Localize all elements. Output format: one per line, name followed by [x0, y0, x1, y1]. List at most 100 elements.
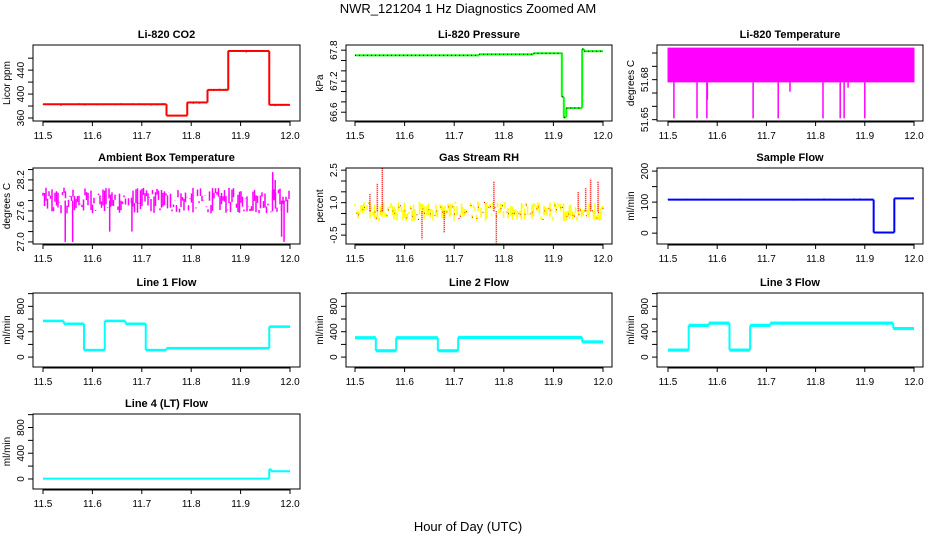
data-segment [355, 336, 376, 340]
data-segment [584, 50, 603, 53]
x-tick-label: 11.5 [34, 499, 53, 510]
data-point [545, 52, 547, 54]
data-point [563, 116, 565, 118]
data-point [596, 50, 598, 52]
data-point [514, 212, 515, 214]
panel-title: Gas Stream RH [439, 152, 519, 164]
y-tick-label: 27.6 [16, 201, 27, 221]
data-point [410, 207, 412, 209]
x-tick-label: 12.0 [904, 131, 924, 142]
panel-gas-stream-rh: Gas Stream RH percent 11.5 11.6 11.7 11.8 11.9… [315, 152, 613, 265]
x-tick-label: 12.0 [904, 377, 924, 388]
data-segment [750, 323, 771, 327]
x-tick-label: 11.7 [757, 377, 776, 388]
panel-line-4-lt-flow: Line 4 (LT) Flow ml/min 11.5 11.6 11.7 11.8 11… [2, 398, 301, 510]
x-tick-label: 11.8 [182, 377, 201, 388]
data-point [572, 214, 574, 216]
plot-area [668, 321, 914, 352]
data-point [362, 209, 364, 211]
data-point [586, 215, 587, 217]
x-tick-label: 11.9 [231, 254, 250, 265]
x-tick-label: 11.6 [83, 131, 102, 142]
x-tick-label: 11.5 [346, 254, 365, 265]
data-segment [166, 114, 188, 117]
data-point [430, 213, 431, 215]
data-segment [43, 477, 270, 480]
data-point [406, 217, 407, 219]
data-point [506, 211, 508, 213]
data-point [458, 217, 460, 219]
x-tick-label: 11.9 [231, 131, 250, 142]
data-point [416, 214, 418, 216]
data-point [519, 53, 520, 55]
data-point [368, 202, 370, 204]
data-segment [43, 319, 64, 323]
y-tick-label: 51.65 [640, 107, 651, 132]
data-point [379, 54, 380, 56]
data-segment [104, 319, 126, 323]
data-point [436, 210, 437, 212]
data-point [395, 54, 396, 56]
data-point [502, 205, 503, 207]
data-point [355, 54, 356, 56]
data-segment [894, 197, 914, 200]
data-segment [271, 470, 290, 473]
data-point [549, 52, 551, 54]
data-point [494, 207, 496, 209]
data-point [515, 53, 516, 55]
data-segment [228, 49, 270, 52]
data-point [566, 215, 568, 217]
data-point [582, 48, 584, 50]
x-tick-label: 11.7 [757, 254, 776, 265]
data-point [404, 210, 406, 212]
panel-ambient-box-temperature: Ambient Box Temperature degrees C 11.5 11.6… [2, 152, 301, 265]
data-point [561, 96, 563, 98]
y-tick-label: 67.8 [329, 40, 340, 60]
y-tick-label: 0 [16, 354, 27, 360]
data-point [423, 54, 424, 56]
data-point [598, 211, 599, 213]
data-point [424, 212, 425, 214]
data-point [431, 54, 432, 56]
x-tick-label: 11.9 [231, 377, 250, 388]
data-segment [269, 103, 290, 106]
data-point [532, 211, 533, 213]
panel-line-2-flow: Line 2 Flow ml/min 11.5 11.6 11.7 11.8 11.9 12.… [315, 277, 613, 388]
panel-title: Sample Flow [756, 152, 824, 164]
plot-area [667, 197, 914, 234]
x-tick-label: 11.8 [182, 131, 201, 142]
data-point [359, 54, 360, 56]
data-point [452, 206, 454, 208]
x-tick-label: 11.9 [544, 254, 563, 265]
x-tick-label: 11.6 [708, 377, 727, 388]
y-tick-label: 440 [16, 61, 27, 78]
data-segment [84, 348, 105, 352]
x-tick-label: 11.9 [544, 131, 563, 142]
data-point [364, 206, 365, 208]
data-point [490, 206, 491, 208]
data-point [415, 54, 416, 56]
data-point [375, 54, 376, 56]
data-point [460, 215, 461, 217]
data-point [407, 54, 408, 56]
x-tick-label: 11.8 [806, 254, 825, 265]
data-point [386, 215, 388, 217]
y-tick-label: 51.68 [640, 67, 651, 92]
data-segment [355, 54, 479, 57]
y-tick-label: 100 [640, 193, 651, 210]
panel-line-1-flow: Line 1 Flow ml/min 11.5 11.6 11.7 11.8 11.9 12.… [2, 277, 301, 388]
data-point [427, 54, 428, 56]
y-tick-label: 0 [640, 354, 651, 360]
data-point [500, 208, 502, 210]
x-tick-label: 12.0 [280, 131, 300, 142]
panel-li-820-pressure: Li-820 Pressure kPa 11.5 11.6 11.7 11.8 11.9 12… [315, 29, 613, 142]
y-tick-label: 800 [16, 298, 27, 315]
data-segment [479, 53, 534, 56]
data-point [388, 209, 389, 211]
data-point [527, 53, 528, 55]
plot-box [32, 44, 301, 122]
data-point [578, 107, 580, 109]
data-point [544, 210, 545, 212]
x-tick-label: 11.6 [395, 254, 414, 265]
x-tick-label: 11.6 [83, 254, 102, 265]
